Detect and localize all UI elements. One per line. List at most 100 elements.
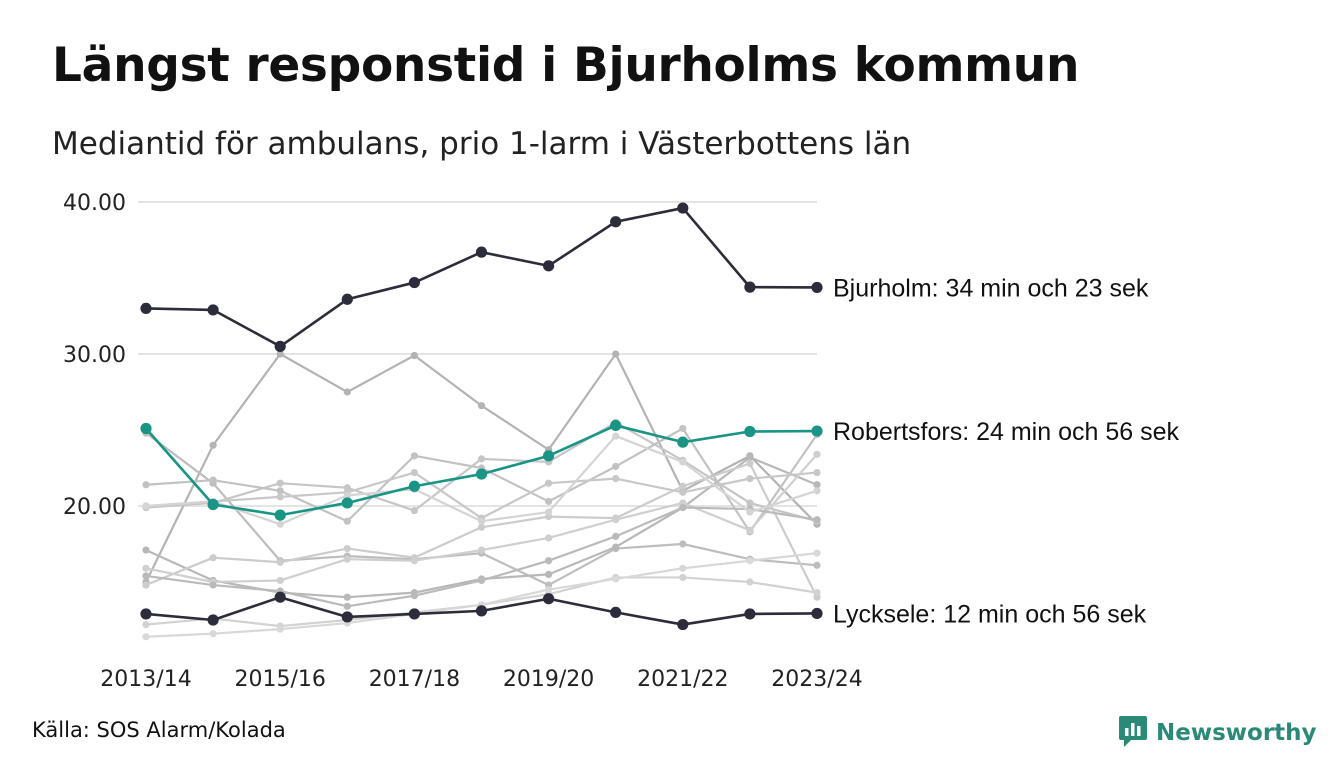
lycksele-series-label: Lycksele: 12 min och 56 sek <box>833 600 1147 628</box>
lycksele-series-point <box>475 605 488 617</box>
background-series-point <box>813 481 821 489</box>
bjurholm-series-point <box>677 202 689 214</box>
background-series-point <box>343 593 351 601</box>
background-series-point <box>276 479 284 487</box>
background-series-point <box>276 350 284 358</box>
y-tick-labels: 40.00 30.00 20.00 <box>63 191 126 520</box>
lycksele-series-point <box>811 607 823 620</box>
background-series-point <box>343 388 351 396</box>
x-tick-label: 2015/16 <box>234 667 325 692</box>
robertsfors-series-point <box>274 509 286 521</box>
background-series-point <box>679 458 687 466</box>
bjurholm-series-point <box>274 340 286 352</box>
x-tick-label: 2013/14 <box>100 667 191 692</box>
background-series-point <box>209 630 217 638</box>
background-series-point <box>142 572 150 580</box>
bjurholm-series-point <box>475 246 488 258</box>
background-series-point <box>813 561 821 569</box>
background-series-point <box>813 516 821 524</box>
bjurholm-series-point <box>408 276 420 289</box>
background-series-point <box>477 546 486 554</box>
lycksele-series-point <box>140 608 152 620</box>
background-series-point <box>209 554 217 562</box>
robertsfors-series-label: Robertsfors: 24 min och 56 sek <box>833 418 1179 446</box>
background-series-point <box>142 564 150 572</box>
background-series-point <box>813 487 821 495</box>
bjurholm-series-point <box>207 304 219 316</box>
bjurholm-series-point <box>610 216 622 228</box>
lycksele-series-point <box>543 593 555 605</box>
robertsfors-series-point <box>140 422 152 435</box>
x-tick-label: 2023/24 <box>771 667 862 692</box>
background-series-point <box>612 575 620 583</box>
background-series-point <box>343 544 351 553</box>
background-series-point <box>545 508 553 516</box>
bjurholm-series-point <box>811 281 823 294</box>
background-series-point <box>477 523 486 531</box>
background-series-point <box>209 441 217 449</box>
lycksele-series-point <box>677 618 689 631</box>
robertsfors-series-point <box>677 436 689 448</box>
background-series-point <box>142 502 150 510</box>
bjurholm-series-point <box>744 281 756 293</box>
background-series-point <box>209 476 217 484</box>
robertsfors-series-point <box>341 497 353 509</box>
background-series-point <box>746 475 754 483</box>
lycksele-series-point <box>610 606 622 619</box>
background-series-point <box>746 526 754 534</box>
background-series-point <box>813 468 821 477</box>
y-tick-label: 30.00 <box>63 343 126 368</box>
bjurholm-series-point <box>341 293 353 305</box>
bjurholm-series-point <box>543 260 555 272</box>
robertsfors-series-point <box>610 419 622 432</box>
background-series-point <box>545 534 553 542</box>
background-series-point <box>545 570 553 579</box>
background-series-point <box>276 487 284 495</box>
background-series-point <box>477 517 486 525</box>
background-series-point <box>343 602 351 610</box>
background-series-point <box>612 532 620 541</box>
background-series-point <box>410 452 418 460</box>
background-series-point <box>679 488 687 496</box>
bjurholm-series-label: Bjurholm: 34 min och 23 sek <box>833 274 1149 302</box>
robertsfors-series-point <box>408 480 420 492</box>
lycksele-series-point <box>408 608 420 620</box>
brand-logo: Newsworthy <box>1118 714 1317 752</box>
x-tick-label: 2019/20 <box>503 667 594 692</box>
background-series-point <box>679 503 687 512</box>
highlighted-series-layer <box>140 202 823 631</box>
background-series-point <box>746 557 754 565</box>
background-series-point <box>477 402 486 410</box>
background-series-point <box>477 455 486 463</box>
background-series-point <box>545 497 553 506</box>
background-series-point <box>679 573 687 582</box>
background-series-point <box>746 453 754 461</box>
background-series-point <box>612 432 620 440</box>
background-series-point <box>746 499 754 507</box>
background-series-point <box>545 479 553 487</box>
background-series-point <box>813 589 821 597</box>
robertsfors-series-point <box>543 450 555 462</box>
background-series-point <box>343 517 351 525</box>
background-series-point <box>410 506 418 515</box>
background-series-point <box>410 592 418 600</box>
background-series-point <box>545 586 553 594</box>
background-series-point <box>142 633 150 641</box>
background-series-point <box>746 508 754 516</box>
grid-layer <box>138 201 817 507</box>
y-tick-label: 20.00 <box>63 495 126 520</box>
robertsfors-series-point <box>475 468 488 480</box>
background-series-point <box>679 482 687 490</box>
background-series-point <box>746 459 754 468</box>
background-series-point <box>679 564 687 572</box>
lycksele-series-point <box>341 611 353 623</box>
x-tick-label: 2021/22 <box>637 667 728 692</box>
background-series-point <box>612 516 620 524</box>
background-series-point <box>209 581 217 589</box>
robertsfors-series-point <box>744 425 756 438</box>
background-series-point <box>612 350 620 358</box>
background-series-point <box>276 625 284 633</box>
background-series-point <box>746 578 754 586</box>
background-series-layer <box>142 350 821 641</box>
